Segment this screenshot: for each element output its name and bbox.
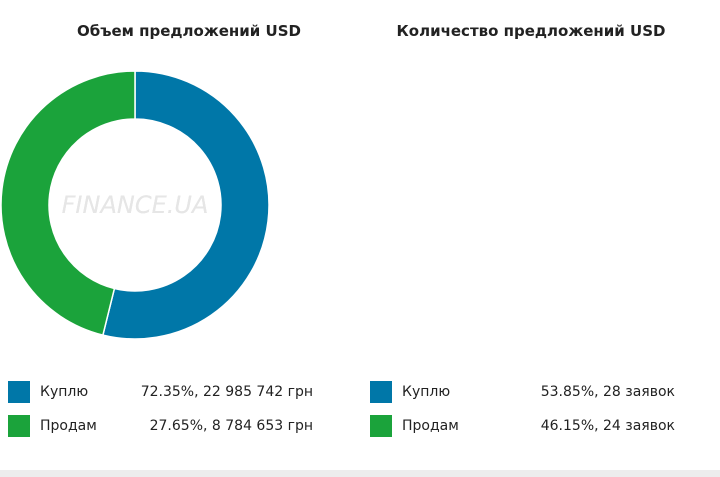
chart-title: Объем предложений USD bbox=[77, 22, 301, 40]
legend-swatch-buy bbox=[8, 381, 30, 403]
legend-value: 53.85%, 28 заявок bbox=[540, 384, 675, 400]
legend-value: 72.35%, 22 985 742 грн bbox=[140, 384, 313, 400]
watermark-logo: FINANCE.UA bbox=[62, 191, 209, 219]
legend-swatch-buy bbox=[370, 381, 392, 403]
footer-bar bbox=[0, 470, 720, 477]
legend-label: Куплю bbox=[40, 384, 89, 400]
legend-value: 27.65%, 8 784 653 грн bbox=[149, 418, 313, 434]
donut-slice-buy[interactable] bbox=[101, 70, 270, 340]
legend-label: Продам bbox=[40, 418, 97, 434]
legend-value: 46.15%, 24 заявок bbox=[540, 418, 675, 434]
watermark-logo: FINANCE.UA bbox=[62, 191, 209, 219]
legend-swatch-sell bbox=[370, 415, 392, 437]
volume-chart-panel: Объем предложений USD bbox=[0, 0, 360, 470]
chart-title: Количество предложений USD bbox=[396, 22, 666, 40]
donut-slice-sell[interactable] bbox=[0, 70, 136, 337]
legend-swatch-sell bbox=[8, 415, 30, 437]
legend-label: Куплю bbox=[402, 384, 451, 400]
count-chart-panel: Количество предложений USD bbox=[360, 0, 720, 470]
legend-label: Продам bbox=[402, 418, 459, 434]
count-donut-chart: FINANCE.UA bbox=[0, 70, 270, 340]
